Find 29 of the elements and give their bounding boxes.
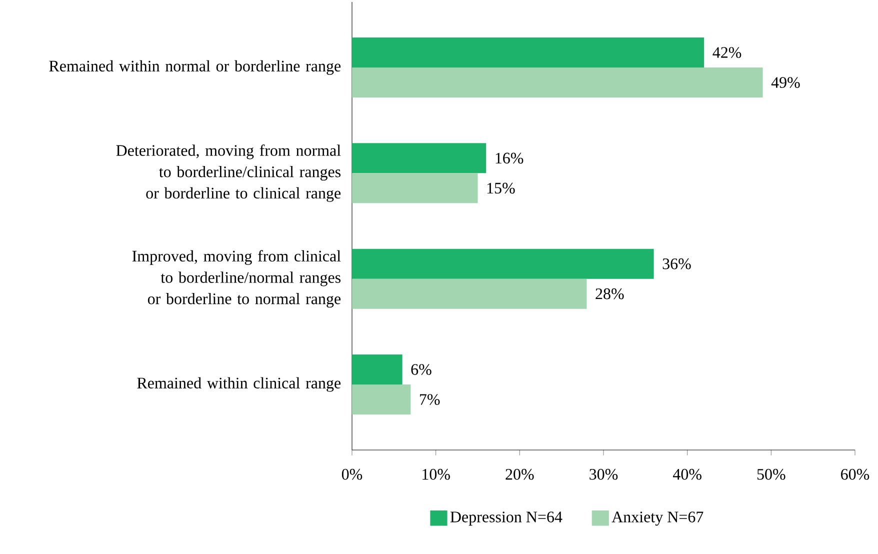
bar	[352, 68, 763, 98]
bar	[352, 248, 654, 279]
x-tick-label: 20%	[506, 468, 534, 480]
bar	[352, 354, 402, 384]
data-label: 16%	[496, 152, 524, 164]
bar	[352, 143, 486, 174]
x-tick-label: 60%	[841, 468, 870, 480]
x-tick-label: 50%	[757, 468, 786, 480]
bar	[352, 278, 587, 309]
x-tick-label: 40%	[672, 468, 702, 480]
y-tick-label: Deteriorated, moving from normal to borderline/clinical ranges or borderline to clinical range	[116, 144, 341, 202]
x-tick-label: 10%	[422, 468, 450, 480]
data-label: 42%	[712, 47, 742, 58]
y-tick-label: Remained within normal or borderline range	[49, 60, 341, 75]
y-tick-label: Remained within clinical range	[137, 377, 341, 392]
data-label: 49%	[771, 77, 800, 88]
bar	[352, 173, 478, 204]
x-tick-label: 30%	[590, 468, 618, 480]
legend-label: Anxiety N=67	[612, 512, 704, 526]
y-tick-label: Improved, moving from clinical to borderline/normal ranges or borderline to normal range	[132, 250, 341, 308]
data-label: 36%	[662, 258, 691, 270]
legend-label: Depression N=64	[450, 512, 562, 526]
data-label: 6%	[411, 364, 432, 375]
data-label: 28%	[596, 288, 624, 300]
data-label: 7%	[420, 394, 440, 405]
bar	[352, 38, 704, 68]
bar	[352, 384, 411, 414]
data-label: 15%	[487, 182, 515, 194]
x-tick-label: 0%	[342, 468, 362, 480]
